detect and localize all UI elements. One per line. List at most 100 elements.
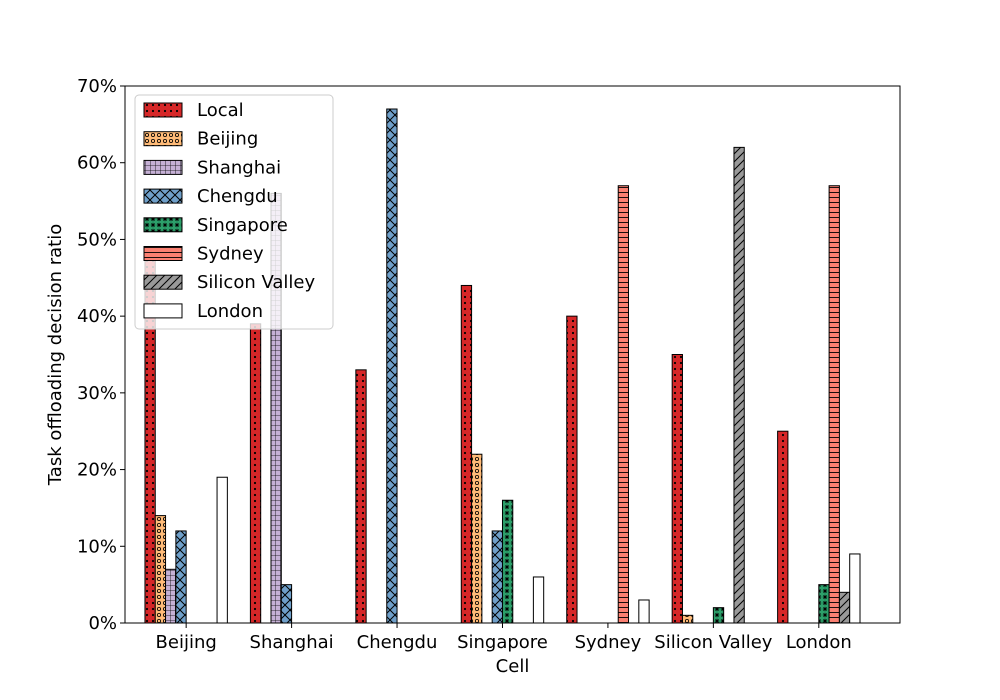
legend-item-sydney: Sydney	[143, 244, 264, 265]
bar-beijing-london	[216, 476, 228, 624]
legend-item-london-swatch-outline	[143, 303, 183, 319]
bar-shanghai-chengdu	[280, 584, 293, 624]
x-tick-label-beijing: Beijing	[156, 632, 217, 653]
bar-singapore-local	[460, 284, 473, 624]
legend-item-singapore: Singapore	[143, 215, 288, 236]
x-tick-label-london: London	[786, 632, 852, 653]
x-tick-label-sydney: Sydney	[575, 632, 642, 653]
bar-singapore-singapore-hatch	[502, 500, 513, 623]
bar-silicon-valley-singapore-hatch	[713, 607, 724, 623]
bar-beijing-shanghai	[165, 568, 177, 624]
bar-london-singapore	[818, 584, 830, 624]
bar-beijing-chengdu-hatch	[175, 530, 187, 623]
bar-sydney-sydney-hatch	[618, 185, 629, 623]
legend-item-beijing-swatch-outline	[143, 131, 183, 147]
legend-box	[134, 94, 334, 330]
legend-item-local-swatch-hatch	[144, 103, 182, 117]
legend-item-london-label: London	[197, 301, 263, 322]
bar-singapore-london	[532, 576, 545, 624]
legend-item-shanghai-swatch-outline	[143, 159, 183, 175]
bar-silicon-valley-beijing-hatch	[682, 615, 693, 623]
bar-singapore-beijing-hatch	[471, 454, 482, 623]
legend-item-singapore-swatch-hatch	[144, 217, 182, 232]
legend-item-silicon-valley: Silicon Valley	[143, 272, 315, 293]
legend-item-chengdu-swatch-outline	[143, 188, 183, 204]
bar-sydney-local-hatch	[566, 316, 578, 623]
legend-item-silicon-valley-swatch-outline	[143, 274, 183, 290]
bar-sydney-sydney	[617, 185, 630, 624]
legend-item-shanghai: Shanghai	[143, 157, 281, 178]
bar-singapore-chengdu	[491, 530, 503, 624]
y-axis: 0% 10% 20% 30% 40% 50% 60% 70%	[77, 76, 125, 634]
bar-london-local-hatch	[777, 431, 788, 623]
legend-item-sydney-label: Sydney	[197, 244, 264, 265]
legend-item-singapore-label: Singapore	[197, 215, 288, 236]
bar-silicon-valley-silicon-valley-hatch	[733, 147, 745, 623]
bar-silicon-valley-local-hatch	[672, 354, 683, 623]
bar-sydney-local	[566, 315, 578, 624]
y-tick-label: 10%	[77, 536, 117, 557]
legend: Local Beijing Shanghai Chengdu Singapore Sydn…	[134, 94, 334, 330]
bar-london-silicon-valley	[838, 591, 851, 624]
y-tick-label: 20%	[77, 460, 117, 481]
bar-london-london-fill	[849, 553, 861, 623]
bar-silicon-valley-local	[671, 354, 683, 624]
bar-chengdu-local	[355, 369, 367, 624]
legend-item-chengdu-label: Chengdu	[197, 186, 278, 207]
bar-london-silicon-valley-hatch	[839, 592, 850, 623]
bar-chengdu-chengdu	[386, 108, 398, 624]
bar-london-london	[849, 553, 861, 624]
bar-chengdu-local-hatch	[355, 369, 367, 623]
bar-shanghai-chengdu-hatch	[281, 584, 292, 623]
bar-beijing-chengdu	[175, 530, 187, 624]
bar-sydney-london-fill	[638, 599, 650, 623]
legend-item-shanghai-label: Shanghai	[197, 157, 281, 178]
legend-item-beijing: Beijing	[143, 129, 258, 150]
bar-beijing-beijing-hatch	[155, 515, 166, 623]
y-tick-label: 0%	[88, 613, 117, 634]
legend-item-chengdu: Chengdu	[143, 186, 278, 207]
bar-beijing-beijing	[154, 515, 167, 624]
bar-sydney-london	[638, 599, 650, 624]
bar-silicon-valley-beijing	[681, 614, 694, 624]
bar-london-sydney	[828, 185, 840, 624]
bar-london-singapore-hatch	[818, 584, 830, 623]
x-tick-label-singapore: Singapore	[457, 632, 548, 653]
bar-chengdu-chengdu-hatch	[386, 109, 398, 623]
legend-item-london: London	[143, 301, 263, 322]
legend-item-chengdu-swatch-hatch	[144, 189, 182, 204]
y-axis-label: Task offloading decision ratio	[45, 224, 66, 486]
y-tick-label: 50%	[77, 229, 117, 250]
legend-item-beijing-label: Beijing	[197, 129, 258, 150]
plot-frame	[124, 85, 901, 624]
y-tick-label: 70%	[77, 76, 117, 97]
bar-silicon-valley-silicon-valley	[733, 146, 745, 624]
y-tick-label: 30%	[77, 383, 117, 404]
legend-item-london-swatch	[144, 303, 182, 318]
x-tick-label-silicon-valley: Silicon Valley	[654, 632, 772, 653]
y-tick-label: 40%	[77, 306, 117, 327]
legend-item-local-label: Local	[197, 100, 244, 121]
legend-item-local: Local	[143, 100, 244, 121]
legend-item-sydney-swatch-outline	[143, 246, 183, 261]
bar-singapore-chengdu-hatch	[492, 530, 503, 623]
bar-shanghai-local-hatch	[250, 323, 261, 623]
bars-layer	[144, 108, 861, 624]
x-axis-label: Cell	[496, 656, 530, 677]
x-tick-label-shanghai: Shanghai	[250, 632, 334, 653]
legend-item-silicon-valley-label: Silicon Valley	[197, 272, 315, 293]
bar-london-sydney-hatch	[829, 185, 840, 623]
x-axis: Beijing Shanghai Chengdu Singapore Sydney Sil…	[156, 623, 852, 653]
bar-london-local	[777, 430, 789, 624]
bar-silicon-valley-singapore	[712, 607, 725, 624]
legend-item-local-swatch-outline	[143, 102, 183, 118]
legend-item-sydney-swatch-hatch	[144, 246, 182, 261]
bar-singapore-london-fill	[533, 576, 544, 623]
legend-item-beijing-swatch-hatch	[144, 131, 182, 146]
legend-item-silicon-valley-swatch-hatch	[144, 275, 182, 290]
bar-singapore-beijing	[471, 453, 483, 624]
legend-item-shanghai-swatch-hatch	[144, 160, 182, 175]
bar-singapore-singapore	[501, 499, 514, 624]
bar-shanghai-shanghai-hatch	[270, 193, 282, 623]
bar-singapore-local-hatch	[461, 285, 472, 623]
